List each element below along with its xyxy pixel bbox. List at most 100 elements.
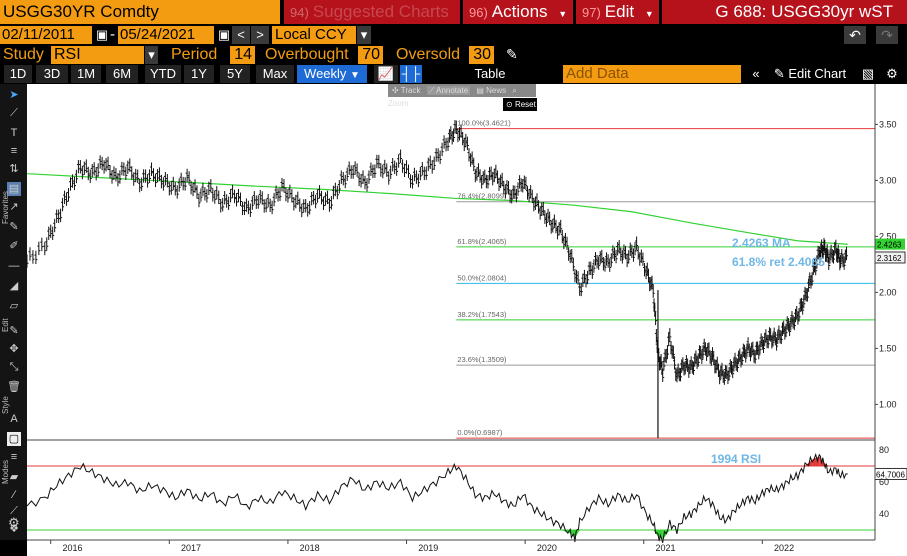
y-tick-label: 2.00 [879, 287, 897, 297]
fib-tool-icon[interactable]: ≡ [10, 145, 18, 157]
edit-side-label: Edit [1, 318, 10, 332]
edit-chart-label: Edit Chart [788, 66, 847, 81]
suggested-charts-label: Suggested Charts [312, 2, 449, 21]
font-icon[interactable]: A [10, 413, 18, 425]
chart-settings-icon[interactable]: ▧ [858, 65, 878, 83]
zoom-label: Zoom [388, 99, 409, 108]
price-chart-svg[interactable]: 100.0%(3.4621) 76.4%(2.8099) 61.8%(2.4065)… [25, 84, 907, 556]
chevron-down-icon: ▼ [644, 9, 654, 19]
scale-icon[interactable]: ⤡ [9, 361, 19, 373]
period-label: Period [171, 46, 218, 63]
range-button-1m[interactable]: 1M [71, 65, 101, 83]
fib-level-label: 38.2%(1.7543) [457, 310, 507, 319]
ruler-icon[interactable]: ▱ [9, 300, 19, 312]
edit-menu-button[interactable]: 97) Edit ▼ [576, 0, 659, 24]
line-width-icon[interactable]: ▰ [9, 471, 19, 483]
line-chart-icon[interactable]: 📈 [374, 65, 398, 83]
range-button-1d[interactable]: 1D [4, 65, 32, 83]
overbought-input[interactable]: 70 [358, 46, 383, 64]
triangle-icon[interactable]: ◢ [9, 280, 19, 292]
hline-icon[interactable]: — [8, 260, 20, 272]
x-tick-label: 2016 [62, 543, 82, 553]
next-period-button[interactable]: > [251, 26, 269, 44]
actions-num: 96) [469, 5, 488, 20]
ticker-field[interactable]: USGG30YR Comdty [0, 0, 280, 24]
calendar-icon[interactable]: ▣ [93, 26, 111, 44]
redo-icon[interactable]: ↷ [876, 26, 898, 44]
fill-icon[interactable]: ▢ [7, 432, 21, 446]
start-date-input[interactable]: 02/11/2011 [0, 26, 92, 44]
study-select[interactable]: RSI [51, 46, 144, 64]
table-button[interactable]: Table [460, 65, 520, 83]
period-input[interactable]: 14 [230, 46, 255, 64]
arrow-up-icon[interactable]: ↗ [9, 201, 19, 213]
ohlc-bars-icon[interactable]: ┤├ [400, 65, 422, 83]
chevron-down-icon[interactable]: ▾ [357, 26, 371, 44]
pencil-icon[interactable]: ✎ [9, 221, 19, 233]
chart-area[interactable]: 100.0%(3.4621) 76.4%(2.8099) 61.8%(2.4065)… [25, 84, 907, 556]
ma-price-tag-text: 2.4263 [877, 241, 902, 250]
oversold-input[interactable]: 30 [469, 46, 494, 64]
annotation-toolbar: ✣ Track ⟋ Annotate ▤ News ⌕ Zoom [388, 84, 536, 108]
range-button-3d[interactable]: 3D [36, 65, 68, 83]
palette-icon[interactable]: ❖ [9, 523, 19, 535]
line-tool-icon[interactable]: ⟋ [10, 107, 18, 119]
snap-icon[interactable]: ∕ [13, 489, 15, 501]
rsi-y-tick-label: 80 [879, 445, 889, 455]
range-button-1y[interactable]: 1Y [184, 65, 214, 83]
range-button-ytd[interactable]: YTD [145, 65, 181, 83]
mode-icon[interactable]: ⟋ [10, 505, 18, 517]
y-tick-label: 2.50 [879, 231, 897, 241]
zoom-tool[interactable]: ⌕ Zoom [388, 86, 517, 108]
range-button-6m[interactable]: 6M [106, 65, 138, 83]
gear-icon[interactable]: ⚙ [882, 65, 902, 83]
x-tick-label: 2022 [774, 543, 794, 553]
retracement-tool-icon[interactable]: ▤ [7, 182, 21, 196]
gear-icon[interactable]: ⚙ [8, 515, 20, 530]
ma-price-tag [875, 238, 905, 250]
study-label: Study [3, 46, 44, 63]
pencil-icon[interactable]: ✎ [9, 325, 19, 337]
delete-icon[interactable]: 🗑 [7, 381, 21, 393]
style-label: Style [1, 396, 10, 414]
range-button-max[interactable]: Max [256, 65, 294, 83]
suggested-charts-num: 94) [290, 5, 309, 20]
fib-level-label: 100.0%(3.4621) [457, 119, 511, 128]
fib-level-label: 61.8%(2.4065) [457, 237, 507, 246]
line-style-icon[interactable]: ≡ [10, 451, 18, 463]
reset-button[interactable]: ⊙ Reset [503, 98, 537, 111]
date-separator: - [110, 26, 115, 43]
y-tick-label: 1.50 [879, 343, 897, 353]
y-tick-label: 3.50 [879, 119, 897, 129]
channel-tool-icon[interactable]: ⇅ [9, 163, 19, 175]
track-tool[interactable]: ✣ Track [392, 86, 421, 95]
actions-menu-button[interactable]: 96) Actions ▼ [463, 0, 573, 24]
chevron-down-icon[interactable]: ▾ [145, 46, 158, 64]
drawing-toolbar: ➤ ⟋ T ≡ ⇅ ▤ ↗ ✎ ✐ — ◢ ▱ ✎ ✥ ⤡ 🗑 A ▢ ≡ ▰ … [0, 84, 27, 540]
actions-label: Actions [491, 2, 548, 21]
cursor-icon[interactable]: ➤ [9, 89, 19, 101]
annotate-tool[interactable]: ⟋ Annotate [426, 86, 471, 95]
x-tick-label: 2019 [418, 543, 438, 553]
collapse-icon[interactable]: « [746, 65, 766, 83]
end-date-input[interactable]: 05/24/2021 [118, 26, 214, 44]
rsi-y-tick-label: 60 [879, 477, 889, 487]
prev-period-button[interactable]: < [232, 26, 250, 44]
range-button-5y[interactable]: 5Y [220, 65, 250, 83]
edit-chart-button[interactable]: ✎ Edit Chart [768, 65, 852, 83]
pen-icon[interactable]: ✐ [9, 240, 19, 252]
favorites-label: Favorites [1, 191, 10, 224]
pen-icon[interactable]: ✎ [506, 46, 518, 62]
frequency-select[interactable]: Weekly ▼ [297, 65, 367, 83]
undo-icon[interactable]: ↶ [844, 26, 866, 44]
reset-label: Reset [514, 100, 536, 109]
move-icon[interactable]: ✥ [9, 343, 19, 355]
last-price-tag-text: 2.3162 [877, 254, 902, 263]
news-tool[interactable]: ▤ News [476, 86, 507, 95]
text-tool-icon[interactable]: T [10, 127, 18, 139]
currency-select[interactable]: Local CCY [272, 26, 356, 44]
add-data-input[interactable]: Add Data [563, 65, 741, 83]
suggested-charts-button[interactable]: 94) Suggested Charts [284, 0, 460, 24]
screen-id: G 688: USGG30yr wST [662, 0, 907, 24]
calendar-icon[interactable]: ▣ [215, 26, 233, 44]
